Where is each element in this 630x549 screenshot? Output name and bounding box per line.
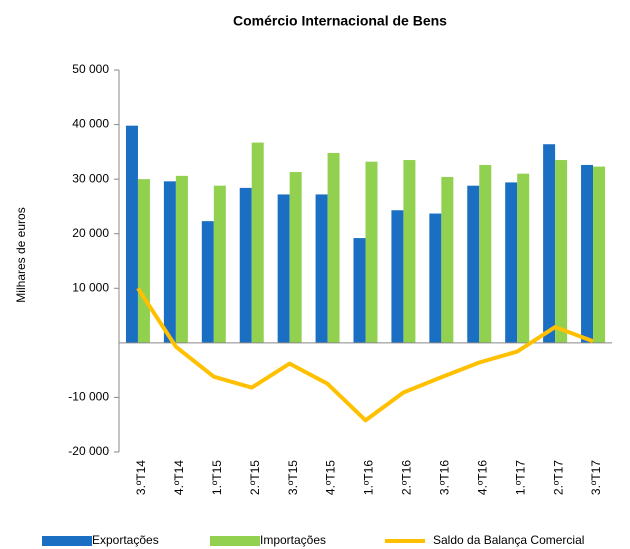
bar <box>175 175 188 343</box>
bar <box>289 172 302 343</box>
bar <box>441 176 454 343</box>
x-tick-label: 4.ºT14 <box>172 460 186 495</box>
bar <box>365 161 378 343</box>
bar <box>327 152 340 343</box>
x-tick-label: 3.ºT15 <box>286 460 300 495</box>
y-tick-label: 10 000 <box>72 280 109 294</box>
chart-title: Comércio Internacional de Bens <box>233 13 447 29</box>
legend-swatch <box>42 536 92 546</box>
y-tick-label: -10 000 <box>68 390 109 404</box>
y-tick-label: 20 000 <box>72 226 109 240</box>
bar <box>315 194 328 343</box>
x-tick-label: 3.ºT14 <box>134 460 148 495</box>
bar <box>353 238 366 343</box>
bar <box>251 142 264 343</box>
legend-label: Saldo da Balança Comercial <box>433 533 584 547</box>
bar <box>555 160 568 343</box>
bar <box>467 185 480 343</box>
y-tick-label: 30 000 <box>72 171 109 185</box>
bar <box>429 213 442 343</box>
x-tick-label: 1.ºT15 <box>210 460 224 495</box>
bar <box>479 164 492 343</box>
x-tick-label: 3.ºT17 <box>589 460 603 495</box>
x-tick-label: 3.ºT16 <box>438 460 452 495</box>
y-tick-label: 40 000 <box>72 117 109 131</box>
bar <box>125 125 138 343</box>
x-tick-label: 1.ºT17 <box>513 460 527 495</box>
y-axis-label: Milhares de euros <box>14 207 28 302</box>
bar <box>391 210 404 343</box>
legend-label: Exportações <box>92 533 159 547</box>
x-tick-label: 2.ºT17 <box>551 460 565 495</box>
bar <box>593 166 606 343</box>
y-tick-label: 50 000 <box>72 62 109 76</box>
x-tick-label: 4.ºT16 <box>475 460 489 495</box>
line <box>136 287 594 423</box>
y-tick-label: -20 000 <box>68 444 109 458</box>
bar <box>277 194 290 343</box>
legend-swatch <box>210 536 260 546</box>
bar <box>517 173 530 343</box>
x-tick-label: 2.ºT15 <box>248 460 262 495</box>
bar <box>163 181 176 343</box>
bar <box>581 164 594 343</box>
bar <box>137 179 150 343</box>
x-tick-label: 1.ºT16 <box>362 460 376 495</box>
bar <box>201 221 214 343</box>
bar <box>239 187 252 343</box>
x-tick-label: 2.ºT16 <box>400 460 414 495</box>
bar <box>505 182 518 343</box>
legend-label: Importações <box>260 533 326 547</box>
bar <box>213 185 226 343</box>
x-tick-label: 4.ºT15 <box>324 460 338 495</box>
bar <box>543 144 556 343</box>
bar <box>403 160 416 343</box>
